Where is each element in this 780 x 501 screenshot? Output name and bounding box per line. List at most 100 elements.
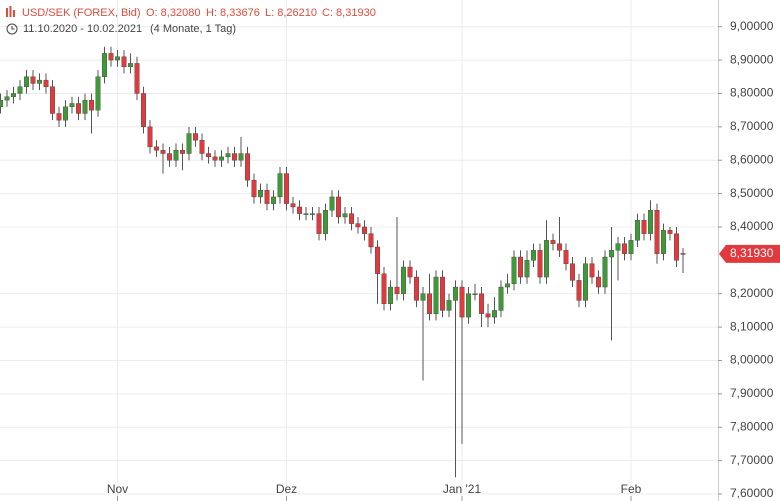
candle-body [43, 79, 49, 87]
date-range: 11.10.2020 - 10.02.2021 [23, 23, 142, 35]
candle-body [95, 76, 101, 111]
candle-body [290, 203, 296, 208]
candle-body [680, 253, 686, 255]
candle-body [635, 220, 641, 241]
candle-body [661, 230, 667, 254]
candle-body [674, 233, 680, 261]
candle-body [30, 76, 36, 84]
open: O: 8,32080 [146, 7, 200, 19]
candle-body [205, 153, 211, 158]
candle-body [316, 213, 322, 234]
candle-body [570, 263, 576, 281]
y-tick-label: 7,90000 [730, 386, 774, 400]
candle-body [583, 263, 589, 301]
candle-body [258, 190, 264, 198]
candle-body [147, 126, 153, 148]
candle-body [518, 256, 524, 278]
y-tick-label: 8,10000 [730, 319, 774, 333]
candle-body [492, 310, 498, 318]
candle-body [368, 233, 374, 248]
candle-body [544, 240, 550, 278]
candle-body [622, 243, 628, 254]
candle-body [284, 173, 290, 204]
candle-body [609, 250, 615, 258]
candle-body [225, 153, 231, 158]
candle-body [524, 260, 530, 278]
candle-body [75, 103, 81, 114]
y-tick-label: 8,60000 [730, 152, 774, 166]
candle-body [212, 156, 218, 161]
candle-body [446, 300, 452, 311]
candle-body [244, 153, 250, 181]
candle-body [557, 243, 563, 251]
candle-body [101, 53, 107, 77]
x-tick-label: Jan '21 [443, 482, 482, 496]
candle-body [667, 230, 673, 234]
high: H: 8,33676 [206, 7, 260, 19]
candle-body [50, 86, 56, 114]
candle-body [498, 286, 504, 311]
duration: (4 Monate, 1 Tag) [150, 23, 236, 35]
candle-body [466, 293, 472, 318]
candle-body [563, 250, 569, 264]
y-tick-label: 8,70000 [730, 119, 774, 133]
y-tick-label: 8,90000 [730, 52, 774, 66]
candle-body [401, 266, 407, 294]
low: L: 8,26210 [265, 7, 317, 19]
candle-body [17, 86, 23, 94]
candle-body [192, 133, 198, 141]
candle-body [407, 266, 413, 278]
candle-body [648, 210, 654, 234]
y-tick-label: 9,00000 [730, 19, 774, 33]
y-tick-label: 8,20000 [730, 286, 774, 300]
candle-body [427, 293, 433, 314]
candle-body [537, 250, 543, 278]
candle-body [641, 220, 647, 234]
symbol: USD/SEK (FOREX, Bid) [22, 7, 141, 19]
icon [6, 8, 8, 17]
candle-body [511, 256, 517, 284]
candle-body [10, 93, 16, 97]
candle-body [186, 133, 192, 154]
candle-body [108, 53, 114, 61]
candle-body [615, 243, 621, 251]
candle-body [140, 93, 146, 128]
candle-body [277, 173, 283, 198]
candle-body [362, 226, 368, 234]
y-tick-label: 7,60000 [730, 486, 774, 500]
candle-body [596, 276, 602, 288]
candle-body [153, 146, 159, 151]
candle-body [56, 113, 62, 121]
last-price-label: 8,31930 [730, 246, 774, 260]
candle-body [381, 273, 387, 304]
candle-body [231, 153, 237, 161]
x-tick-label: Nov [107, 482, 128, 496]
candles [0, 46, 686, 478]
candle-body [24, 76, 30, 87]
candle-body [472, 293, 478, 295]
clock-icon [6, 23, 18, 35]
candle-body [628, 240, 634, 254]
candle-body [342, 213, 348, 218]
candle-body [82, 99, 88, 114]
candle-body [63, 106, 69, 121]
y-tick-label: 8,40000 [730, 219, 774, 233]
candle-body [218, 156, 224, 161]
candle-body [589, 263, 595, 278]
y-tick-label: 8,50000 [730, 186, 774, 200]
y-tick-label: 7,80000 [730, 419, 774, 433]
candle-body [271, 196, 277, 204]
x-tick-label: Feb [621, 482, 642, 496]
candle-body [238, 153, 244, 161]
last-price-badge [719, 244, 780, 263]
y-tick-label: 7,70000 [730, 453, 774, 467]
candle-body [375, 246, 381, 274]
candle-body [349, 213, 355, 224]
candle-body [134, 63, 140, 94]
clock-icon [11, 26, 15, 30]
candle-body [440, 276, 446, 311]
candle-body [127, 63, 133, 67]
candle-body [602, 256, 608, 288]
candle-body [576, 280, 582, 301]
candle-body [654, 210, 660, 254]
